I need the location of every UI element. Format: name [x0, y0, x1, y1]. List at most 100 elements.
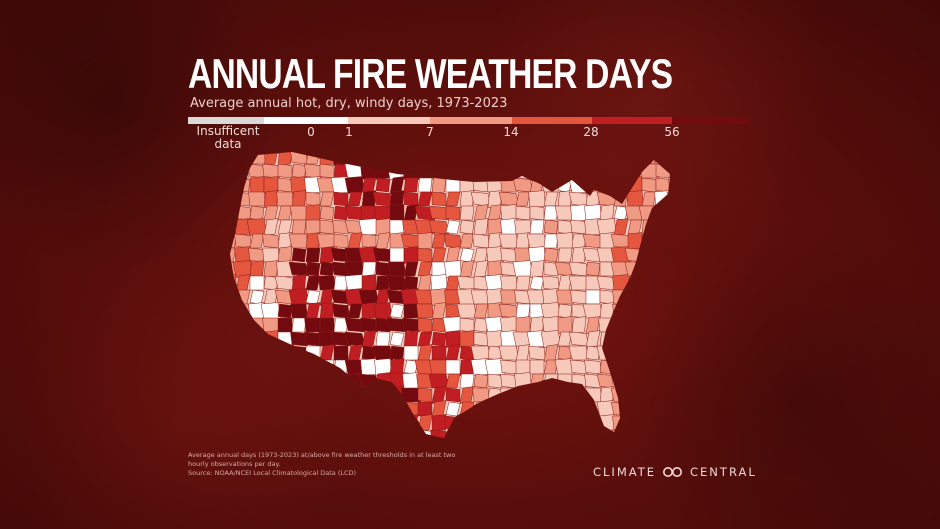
- map-zone-cell: [445, 177, 461, 193]
- map-zone-cell: [557, 373, 573, 389]
- map-zone-cell: [232, 415, 254, 431]
- map-zone-cell: [571, 373, 587, 389]
- map-zone-cell: [375, 415, 391, 431]
- map-zone-cell: [316, 386, 338, 404]
- map-zone-cell: [318, 275, 336, 291]
- map-zone-cell: [568, 331, 590, 347]
- map-zone-cell: [470, 191, 492, 207]
- map-zone-cell: [624, 261, 646, 277]
- map-zone-cell: [543, 261, 559, 277]
- map-zone-cell: [388, 414, 406, 432]
- map-zone-cell: [417, 177, 433, 193]
- map-zone-cell: [230, 373, 237, 389]
- map-zone-cell: [403, 303, 419, 319]
- map-zone-cell: [654, 345, 670, 361]
- map-zone-cell: [305, 345, 321, 361]
- map-zone-cell: [627, 274, 643, 292]
- map-zone-cell: [445, 219, 461, 235]
- map-zone-cell: [277, 387, 293, 403]
- map-zone-cell: [401, 444, 421, 450]
- map-zone-cell: [319, 191, 335, 207]
- map-zone-cell: [557, 400, 573, 418]
- map-zone-cell: [600, 444, 614, 450]
- map-zone-cell: [361, 415, 377, 431]
- map-zone-cell: [305, 387, 321, 403]
- map-zone-cell: [291, 429, 307, 438]
- map-zone-cell: [487, 373, 503, 389]
- legend-tick-0: 0: [307, 125, 315, 139]
- map-zone-cell: [431, 317, 447, 333]
- map-zone-cell: [361, 444, 378, 450]
- legend-swatch-zero: [264, 117, 348, 124]
- map-zone-cell: [347, 152, 363, 165]
- map-zone-cell: [389, 204, 405, 222]
- map-zone-cell: [389, 400, 405, 418]
- map-zone-cell: [389, 247, 405, 263]
- map-zone-cell: [230, 429, 237, 438]
- map-zone-cell: [250, 444, 264, 450]
- map-zone-cell: [624, 414, 646, 432]
- map-zone-cell: [669, 429, 670, 438]
- map-zone-cell: [246, 373, 268, 389]
- map-zone-cell: [332, 219, 350, 235]
- map-zone-cell: [230, 191, 237, 207]
- map-zone-cell: [529, 415, 545, 431]
- map-zone-cell: [288, 415, 310, 431]
- map-zone-cell: [473, 162, 489, 180]
- map-zone-cell: [612, 289, 630, 305]
- map-zone-cell: [333, 387, 349, 403]
- map-zone-cell: [655, 163, 670, 179]
- map-zone-cell: [305, 275, 321, 291]
- map-zone-cell: [291, 317, 307, 333]
- map-zone-cell: [248, 344, 266, 362]
- map-zone-cell: [666, 302, 670, 320]
- map-zone-cell: [669, 386, 670, 404]
- us-county-zone-map: [222, 151, 671, 451]
- map-zone-cell: [222, 444, 236, 450]
- map-zone-cell: [515, 316, 531, 334]
- map-zone-cell: [498, 233, 520, 249]
- footnote: Average annual days (1973-2023) at/above…: [188, 451, 488, 478]
- map-zone-cell: [568, 345, 590, 361]
- map-zone-cell: [249, 428, 265, 438]
- map-zone-cell: [234, 233, 252, 249]
- map-zone-cell: [319, 359, 335, 375]
- map-zone-cell: [626, 345, 644, 361]
- map-zone-cell: [230, 414, 238, 432]
- map-zone-cell: [473, 444, 490, 450]
- map-zone-cell: [277, 358, 293, 376]
- map-zone-cell: [319, 415, 335, 431]
- map-zone-cell: [487, 162, 503, 180]
- map-zone-cell: [459, 177, 475, 193]
- map-zone-cell: [610, 387, 632, 403]
- map-zone-cell: [230, 400, 237, 418]
- map-zone-cell: [585, 289, 601, 305]
- legend-tick-1: 1: [345, 125, 353, 139]
- map-zone-cell: [263, 345, 279, 361]
- map-zone-cell: [445, 373, 461, 389]
- map-zone-cell: [290, 303, 308, 319]
- map-zone-cell: [319, 219, 335, 235]
- map-zone-cell: [230, 359, 240, 375]
- infinity-logo-icon: [663, 467, 683, 477]
- map-zone-cell: [516, 444, 530, 450]
- map-zone-cell: [586, 443, 600, 451]
- map-zone-cell: [613, 218, 629, 236]
- map-zone-cell: [515, 387, 531, 403]
- map-zone-cell: [230, 152, 240, 166]
- map-zone-cell: [375, 177, 391, 193]
- map-zone-cell: [305, 191, 321, 207]
- map-zone-cell: [624, 303, 646, 319]
- map-zone-cell: [543, 444, 560, 450]
- map-zone-cell: [319, 401, 335, 417]
- map-zone-cell: [669, 204, 670, 222]
- map-zone-cell: [277, 177, 293, 193]
- map-zone-cell: [627, 316, 643, 334]
- map-zone-cell: [655, 372, 670, 390]
- map-zone-cell: [375, 331, 391, 347]
- map-zone-cell: [274, 429, 296, 438]
- map-zone-cell: [596, 345, 618, 361]
- map-zone-cell: [263, 260, 279, 278]
- map-zone-cell: [514, 400, 532, 418]
- map-zone-cell: [641, 233, 657, 249]
